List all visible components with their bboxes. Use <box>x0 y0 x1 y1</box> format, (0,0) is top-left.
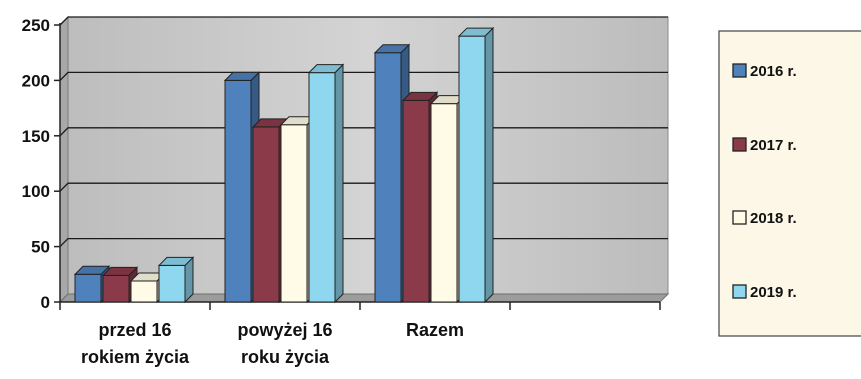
bar-top <box>157 256 195 266</box>
y-tick-label: 200 <box>22 71 50 90</box>
bar-top <box>401 91 439 101</box>
legend-item: 2019 r. <box>732 284 797 301</box>
legend-label: 2016 r. <box>750 63 797 80</box>
bar-front <box>458 35 486 303</box>
y-tick-label: 150 <box>22 127 50 146</box>
bar-front <box>102 274 130 303</box>
bar-front <box>280 124 308 303</box>
gridline <box>59 16 668 26</box>
y-tick-label: 100 <box>22 182 50 201</box>
legend-label: 2019 r. <box>750 284 797 301</box>
bar-front <box>74 273 102 303</box>
x-category-label: roku życia <box>241 347 330 367</box>
bar-front <box>224 79 252 303</box>
legend-swatch <box>732 137 747 152</box>
side-wall <box>59 15 69 304</box>
legend-swatch <box>732 284 747 299</box>
legend-item: 2016 r. <box>732 63 797 80</box>
bar <box>73 265 111 304</box>
bar <box>101 266 139 304</box>
y-tick-label: 0 <box>41 293 50 312</box>
legend-item: 2018 r. <box>732 210 797 227</box>
bar-side <box>484 26 494 304</box>
bar-front <box>374 52 402 303</box>
bar-front <box>402 99 430 303</box>
bar-top <box>223 71 261 81</box>
legend-item: 2017 r. <box>732 137 797 154</box>
y-tick-label: 250 <box>22 16 50 35</box>
bar-front <box>252 126 280 303</box>
legend-label: 2018 r. <box>750 210 797 227</box>
legend-swatch <box>732 210 747 225</box>
x-category-label: Razem <box>406 320 464 340</box>
bar-front <box>158 264 186 303</box>
legend-label: 2017 r. <box>750 137 797 154</box>
x-category-label: przed 16 <box>98 320 171 340</box>
bar-front <box>308 72 336 303</box>
legend-swatch <box>732 63 747 78</box>
axes: 0 50 100 150 200 250 przed 16 rokiem życia powyż… <box>22 16 661 367</box>
bar-top <box>307 64 345 74</box>
bar <box>307 63 345 304</box>
back-wall <box>67 16 669 295</box>
plot-area <box>58 15 670 304</box>
bar-side <box>334 63 344 304</box>
x-category-label: powyżej 16 <box>237 320 332 340</box>
bars <box>73 26 495 304</box>
bar <box>157 256 195 304</box>
x-category-label: rokiem życia <box>81 347 190 367</box>
bar-front <box>130 280 158 303</box>
bar-top <box>73 265 111 275</box>
bar-top <box>457 27 495 37</box>
bar-top <box>373 44 411 54</box>
bar-top <box>101 266 139 276</box>
y-tick-label: 50 <box>31 238 50 257</box>
bar <box>457 26 495 304</box>
bar-front <box>430 103 458 303</box>
legend: 2016 r. 2017 r. 2018 r. 2019 r. <box>718 30 861 337</box>
